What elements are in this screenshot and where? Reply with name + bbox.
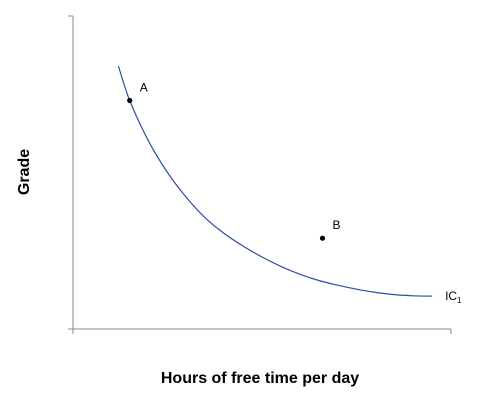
y-axis-title: Grade bbox=[16, 149, 33, 195]
curve-label-main: IC bbox=[445, 289, 457, 303]
point-a-marker bbox=[127, 97, 133, 104]
indifference-curve bbox=[117, 65, 433, 297]
curve-label-subscript: 1 bbox=[457, 296, 462, 305]
curve-label: IC1 bbox=[445, 289, 462, 305]
x-axis-title: Hours of free time per day bbox=[161, 370, 359, 387]
point-b-marker bbox=[319, 235, 326, 241]
point-a-label: A bbox=[140, 81, 148, 95]
points-layer: AB bbox=[127, 81, 341, 241]
point-b-label: B bbox=[333, 218, 341, 232]
